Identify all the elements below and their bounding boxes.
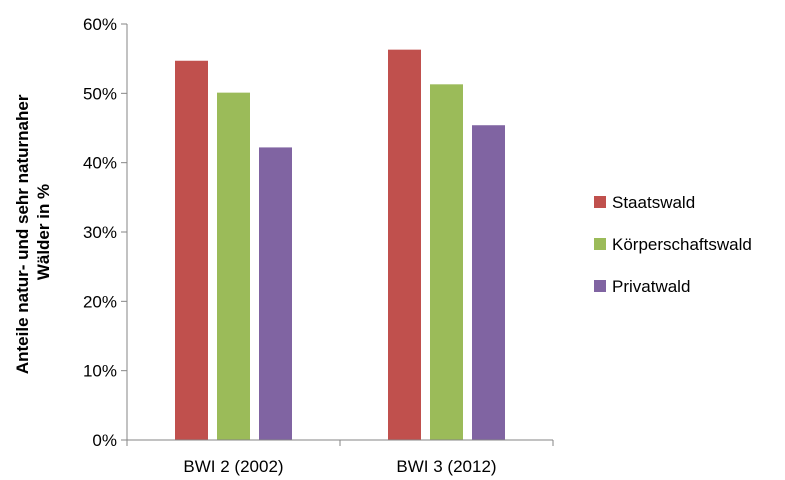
bar-staatswald (175, 60, 208, 440)
y-axis-title: Anteile natur- und sehr naturnaher Wälde… (13, 90, 53, 374)
legend-swatch (594, 280, 606, 292)
legend-label: Privatwald (612, 277, 690, 296)
x-axis-ticks (126, 440, 554, 446)
legend-label: Körperschaftswald (612, 235, 752, 254)
bar-staatswald (388, 49, 421, 441)
y-axis-title-line-2: Wälder in % (34, 184, 53, 280)
legend-label: Staatswald (612, 193, 695, 212)
legend-swatch (594, 238, 606, 250)
y-tick-label: 50% (83, 84, 117, 103)
legend: Staatswald Körperschaftswald Privatwald (594, 193, 752, 296)
y-axis-ticks (121, 23, 127, 441)
y-tick-label: 30% (83, 223, 117, 242)
y-tick-label: 0% (92, 431, 117, 450)
bar-k-rperschaftswald (430, 84, 463, 440)
y-axis-tick-labels: 0% 10% 20% 30% 40% 50% 60% (83, 15, 117, 450)
y-tick-label: 40% (83, 154, 117, 173)
bar-privatwald (472, 125, 505, 440)
legend-swatch (594, 196, 606, 208)
y-tick-label: 10% (83, 362, 117, 381)
x-tick-label: BWI 3 (2012) (396, 457, 496, 476)
y-tick-label: 20% (83, 292, 117, 311)
bar-privatwald (259, 147, 292, 440)
x-axis-tick-labels: BWI 2 (2002) BWI 3 (2012) (183, 457, 496, 476)
bar-k-rperschaftswald (217, 92, 250, 440)
x-tick-label: BWI 2 (2002) (183, 457, 283, 476)
y-tick-label: 60% (83, 15, 117, 34)
y-axis-title-line-1: Anteile natur- und sehr naturnaher (13, 94, 32, 374)
bars (175, 49, 505, 441)
